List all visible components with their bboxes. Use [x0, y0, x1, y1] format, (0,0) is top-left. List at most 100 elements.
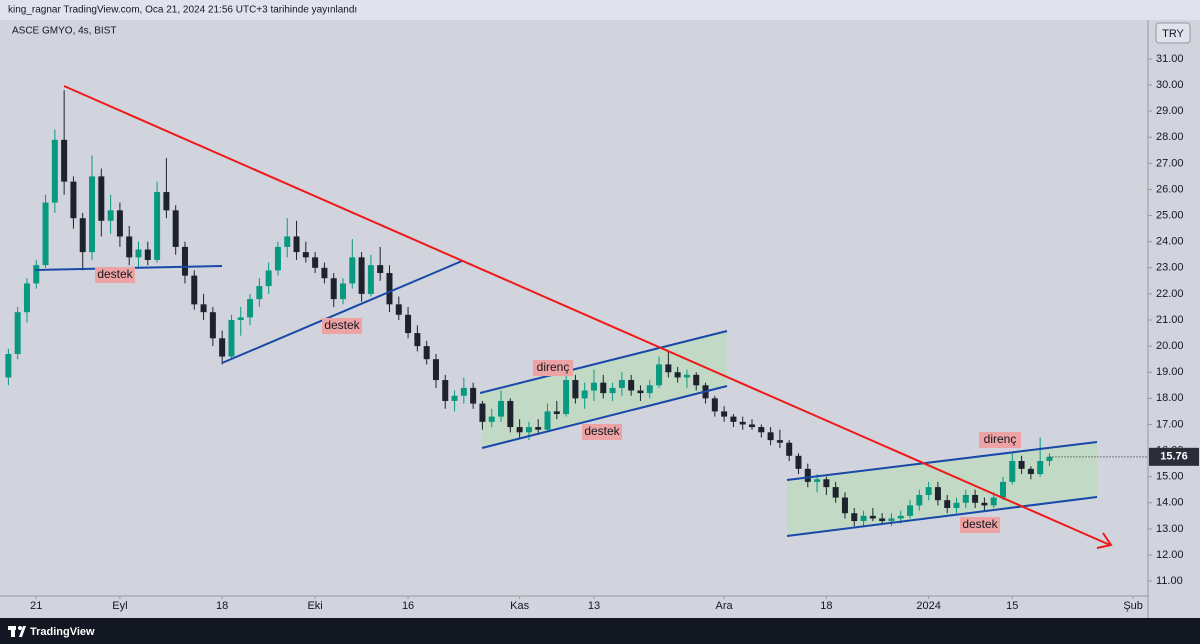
candle-body	[823, 479, 830, 488]
candle-body	[358, 257, 365, 294]
x-tick-label: 13	[588, 600, 600, 612]
candle-body	[321, 267, 328, 279]
x-tick-label: 18	[820, 600, 832, 612]
candle-body	[135, 249, 142, 258]
candle-body	[553, 411, 560, 415]
candle-body	[126, 236, 133, 258]
annotation-text: destek	[962, 517, 998, 531]
candle-body	[525, 427, 532, 433]
candle-body	[572, 380, 579, 399]
currency[interactable]: TRY	[1162, 28, 1184, 40]
annotation-text: destek	[324, 318, 360, 332]
candle-body	[656, 364, 663, 386]
y-tick-label: 26.00	[1156, 183, 1184, 195]
annotation-text: direnç	[984, 432, 1017, 446]
candle-body	[628, 380, 635, 391]
candle-body	[739, 421, 746, 425]
candle-body	[330, 278, 337, 300]
annotation-text: destek	[584, 424, 620, 438]
candle-body	[730, 416, 737, 422]
candle-body	[776, 440, 783, 443]
channel-line	[786, 496, 1098, 537]
y-tick-label: 13.00	[1156, 523, 1184, 535]
axes: 11.0012.0013.0014.0015.0016.0017.0018.00…	[30, 53, 1183, 612]
y-tick-label: 29.00	[1156, 105, 1184, 117]
candle-body	[535, 427, 542, 430]
candle-body	[563, 380, 570, 415]
x-tick-label: 21	[30, 600, 42, 612]
candle-body	[916, 494, 923, 506]
currency-box[interactable]	[1155, 22, 1191, 44]
candle-body	[451, 395, 458, 401]
candle-body	[879, 518, 886, 522]
candle-body	[172, 210, 179, 247]
candle-body	[944, 500, 951, 509]
y-tick-label: 12.00	[1156, 549, 1184, 561]
candle-body	[181, 246, 188, 276]
candle-body	[23, 283, 30, 313]
channel-line	[481, 385, 728, 449]
candle-body	[851, 513, 858, 522]
candle-body	[758, 427, 765, 433]
candle-body	[814, 479, 821, 482]
trend-arrow	[1096, 532, 1113, 549]
candle-body	[1018, 461, 1025, 469]
candle-body	[61, 139, 68, 182]
x-tick-label: Ara	[716, 600, 734, 612]
candle-body	[674, 372, 681, 378]
annotation: destek	[322, 318, 362, 334]
header-text: king_ragnar TradingView.com, Oca 21, 202…	[8, 5, 357, 16]
annotation-text: destek	[97, 267, 133, 281]
y-tick-label: 15.00	[1156, 471, 1184, 483]
candle-body	[767, 432, 774, 441]
candle-body	[544, 411, 551, 430]
candle-body	[907, 505, 914, 516]
candle-body	[516, 427, 523, 433]
candle-body	[265, 270, 272, 287]
x-tick-label: 2024	[916, 600, 940, 612]
candle-body	[470, 387, 477, 404]
candle-body	[237, 317, 244, 321]
annotation: direnç	[533, 360, 573, 376]
candle-body	[219, 338, 226, 357]
candle-body	[312, 257, 319, 268]
candle-body	[191, 275, 198, 305]
candle-body	[646, 385, 653, 394]
candle-body	[154, 192, 161, 260]
candle-body	[395, 304, 402, 315]
candle-body	[693, 374, 700, 386]
y-tick-label: 22.00	[1156, 288, 1184, 300]
last-price-box	[1149, 447, 1199, 466]
candle-body	[934, 487, 941, 501]
candle-body	[89, 176, 96, 253]
candle-body	[962, 494, 969, 503]
annotation: destek	[582, 424, 622, 440]
candle-body	[972, 494, 979, 503]
candle-body	[590, 382, 597, 391]
candle-body	[749, 424, 756, 428]
candle-body	[1037, 461, 1044, 475]
y-tick-label: 25.00	[1156, 209, 1184, 221]
x-tick-label: Şub	[1123, 600, 1143, 612]
last-price-label: 15.76	[1160, 451, 1188, 463]
candle-body	[1046, 456, 1053, 462]
candle-body	[349, 257, 356, 284]
candle-body	[786, 442, 793, 456]
candle-body	[367, 265, 374, 294]
y-tick-label: 23.00	[1156, 262, 1184, 274]
candle-body	[683, 374, 690, 378]
candle-body	[1027, 468, 1034, 475]
candle-body	[479, 403, 486, 422]
candle-body	[256, 286, 263, 300]
channel-line	[479, 330, 728, 394]
candle-body	[144, 249, 151, 260]
candle-body	[163, 192, 170, 211]
header-bar	[0, 0, 1200, 20]
x-tick-label: Kas	[510, 600, 529, 612]
x-tick-label: Eyl	[112, 600, 127, 612]
trend-line	[63, 85, 1111, 546]
candle-body	[507, 400, 514, 428]
candle-body	[386, 273, 393, 305]
candle-body	[274, 246, 281, 271]
